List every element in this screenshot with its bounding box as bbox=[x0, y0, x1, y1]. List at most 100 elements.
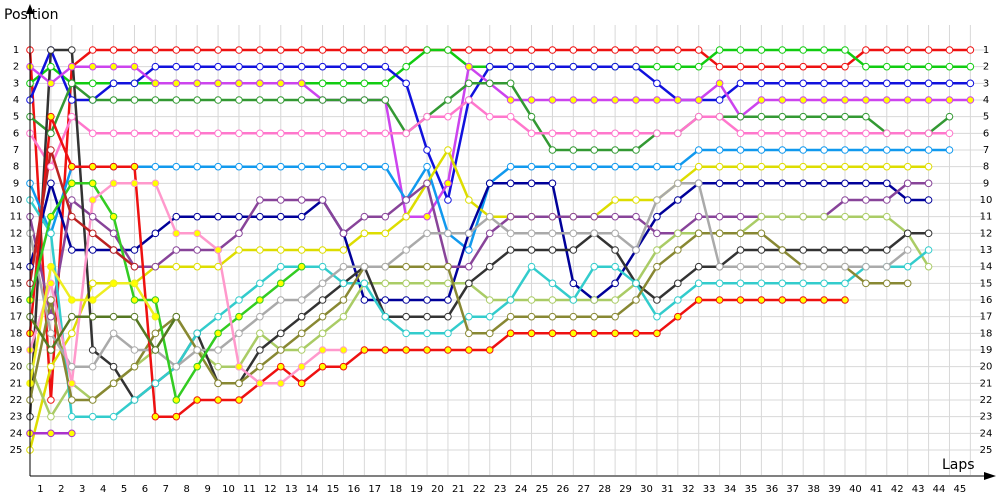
y-tick-label: 19 bbox=[10, 345, 23, 356]
point-marker bbox=[47, 262, 55, 271]
point-marker bbox=[465, 79, 473, 88]
point-marker bbox=[109, 179, 118, 188]
point-marker bbox=[444, 96, 452, 104]
point-marker bbox=[485, 312, 494, 321]
point-marker bbox=[172, 412, 181, 421]
x-tick-label: 11 bbox=[243, 484, 256, 495]
y-tick-label: 25 bbox=[10, 445, 23, 456]
point-marker bbox=[820, 162, 828, 171]
point-marker bbox=[47, 46, 55, 54]
point-marker bbox=[736, 79, 745, 88]
point-marker bbox=[736, 46, 745, 54]
point-marker bbox=[569, 46, 578, 54]
point-marker bbox=[632, 62, 640, 71]
point-marker bbox=[757, 129, 766, 138]
point-marker bbox=[757, 96, 766, 104]
point-marker bbox=[465, 346, 473, 354]
point-marker bbox=[757, 296, 766, 304]
point-marker bbox=[715, 96, 724, 104]
point-marker bbox=[465, 96, 473, 104]
point-marker bbox=[360, 79, 369, 88]
series-line bbox=[29, 65, 971, 218]
point-marker bbox=[736, 162, 745, 171]
y-tick-label: 17 bbox=[10, 312, 23, 323]
point-marker bbox=[820, 146, 828, 154]
y-tick-label: 8 bbox=[13, 162, 19, 173]
point-marker bbox=[674, 312, 682, 321]
x-tick-label: 18 bbox=[389, 484, 402, 495]
point-marker bbox=[235, 162, 243, 171]
x-tick-label: 40 bbox=[849, 484, 862, 495]
point-marker bbox=[67, 96, 76, 104]
point-marker bbox=[151, 296, 160, 304]
point-marker bbox=[47, 279, 55, 288]
point-marker bbox=[799, 279, 807, 288]
point-marker bbox=[966, 96, 975, 104]
y-tick-label-right: 4 bbox=[983, 95, 989, 106]
point-marker bbox=[297, 379, 306, 388]
point-marker bbox=[903, 62, 912, 71]
point-marker bbox=[193, 129, 201, 138]
point-marker bbox=[903, 229, 912, 238]
point-marker bbox=[924, 196, 933, 204]
point-marker bbox=[318, 279, 327, 288]
y-tick-label-right: 21 bbox=[980, 378, 993, 389]
point-marker bbox=[674, 229, 682, 238]
point-marker bbox=[715, 112, 724, 121]
point-marker bbox=[297, 79, 306, 88]
point-marker bbox=[193, 46, 201, 54]
point-marker bbox=[778, 179, 787, 188]
point-marker bbox=[151, 162, 160, 171]
point-marker bbox=[109, 379, 118, 388]
point-marker bbox=[193, 212, 201, 221]
point-marker bbox=[862, 46, 870, 54]
point-marker bbox=[778, 146, 787, 154]
point-marker bbox=[590, 129, 599, 138]
point-marker bbox=[903, 279, 912, 288]
y-tick-label-right: 10 bbox=[980, 195, 993, 206]
point-marker bbox=[945, 112, 954, 121]
point-marker bbox=[757, 146, 766, 154]
point-marker bbox=[527, 129, 536, 138]
point-marker bbox=[172, 129, 181, 138]
point-marker bbox=[841, 79, 849, 88]
point-marker bbox=[590, 296, 599, 304]
point-marker bbox=[820, 62, 828, 71]
point-marker bbox=[674, 296, 682, 304]
point-marker bbox=[381, 129, 390, 138]
point-marker bbox=[674, 162, 682, 171]
x-tick-label: 32 bbox=[682, 484, 695, 495]
point-marker bbox=[276, 296, 285, 304]
point-marker bbox=[841, 246, 849, 254]
point-marker bbox=[297, 346, 306, 354]
point-marker bbox=[235, 229, 243, 238]
x-tick-label: 1 bbox=[37, 484, 43, 495]
point-marker bbox=[757, 262, 766, 271]
point-marker bbox=[318, 129, 327, 138]
x-tick-label: 41 bbox=[870, 484, 883, 495]
point-marker bbox=[109, 46, 118, 54]
y-tick-label-right: 16 bbox=[980, 295, 993, 306]
point-marker bbox=[339, 229, 348, 238]
point-marker bbox=[715, 62, 724, 71]
point-marker bbox=[88, 396, 97, 404]
point-marker bbox=[193, 96, 201, 104]
point-marker bbox=[903, 46, 912, 54]
point-marker bbox=[276, 79, 285, 88]
x-tick-label: 26 bbox=[557, 484, 570, 495]
y-axis-title: Position bbox=[4, 7, 59, 23]
y-tick-label-right: 22 bbox=[980, 395, 993, 406]
point-marker bbox=[820, 296, 828, 304]
x-axis-arrow bbox=[984, 472, 996, 480]
x-tick-label: 9 bbox=[204, 484, 210, 495]
point-marker bbox=[799, 129, 807, 138]
point-marker bbox=[674, 96, 682, 104]
point-marker bbox=[882, 96, 891, 104]
point-marker bbox=[611, 329, 619, 338]
point-marker bbox=[590, 262, 599, 271]
point-marker bbox=[506, 179, 515, 188]
point-marker bbox=[715, 179, 724, 188]
point-marker bbox=[193, 262, 201, 271]
point-marker bbox=[130, 96, 139, 104]
point-marker bbox=[130, 79, 139, 88]
